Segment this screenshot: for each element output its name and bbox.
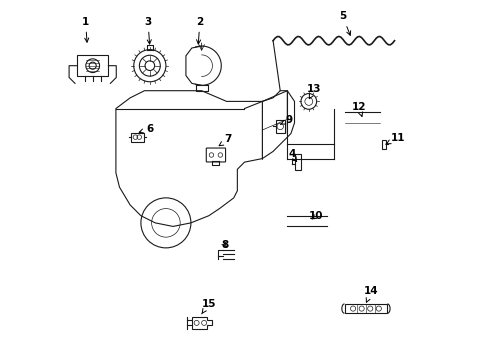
Text: 10: 10 — [308, 211, 323, 221]
Text: 5: 5 — [338, 11, 350, 35]
Text: 3: 3 — [144, 17, 151, 44]
Text: 9: 9 — [280, 115, 292, 125]
Text: 4: 4 — [287, 149, 296, 162]
Text: 12: 12 — [351, 102, 366, 117]
Text: 6: 6 — [139, 124, 153, 134]
Text: 15: 15 — [201, 299, 216, 314]
Text: 7: 7 — [219, 135, 232, 146]
Text: 1: 1 — [82, 17, 89, 42]
Text: 2: 2 — [196, 17, 203, 44]
Text: 13: 13 — [306, 85, 321, 99]
Text: 14: 14 — [363, 286, 378, 302]
Text: 8: 8 — [221, 240, 228, 250]
Text: 11: 11 — [385, 133, 405, 144]
